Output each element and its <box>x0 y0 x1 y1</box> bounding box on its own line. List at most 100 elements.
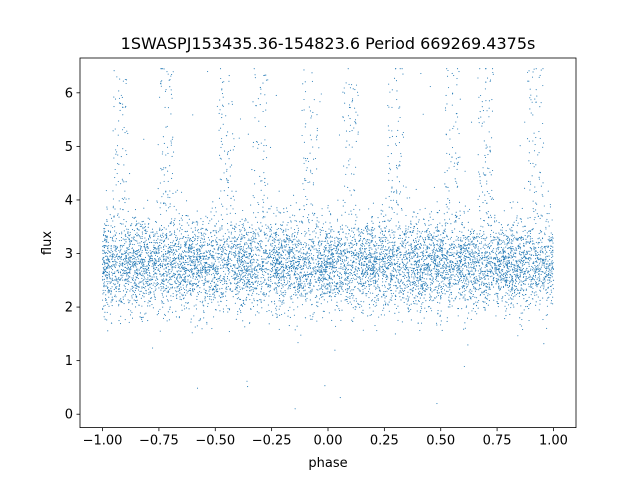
data-point <box>490 256 492 258</box>
data-point <box>518 265 520 267</box>
data-point <box>304 273 306 275</box>
data-point <box>265 237 267 239</box>
data-point <box>271 276 273 278</box>
data-point <box>423 255 425 258</box>
data-point <box>433 235 435 237</box>
data-point <box>247 234 249 236</box>
data-point <box>404 275 406 277</box>
data-point <box>396 90 398 92</box>
data-point <box>285 259 287 261</box>
data-point <box>104 223 106 225</box>
data-point <box>362 312 364 314</box>
data-point <box>248 238 250 240</box>
data-point <box>129 256 131 258</box>
data-point <box>444 293 446 295</box>
data-point <box>182 284 184 286</box>
data-point <box>197 292 199 294</box>
data-point <box>489 79 492 81</box>
data-point <box>199 250 201 252</box>
data-point <box>441 259 443 261</box>
data-point <box>111 300 113 302</box>
data-point <box>250 245 252 247</box>
data-point <box>239 288 241 290</box>
data-point <box>107 265 109 267</box>
data-point <box>369 260 371 262</box>
data-point <box>494 221 496 223</box>
data-point <box>366 255 368 257</box>
data-point <box>336 251 338 253</box>
data-point <box>189 263 191 265</box>
data-point <box>420 235 422 238</box>
data-point <box>533 275 535 277</box>
data-point <box>535 281 537 283</box>
data-point <box>383 234 386 236</box>
data-point <box>428 256 431 258</box>
data-point <box>523 294 525 296</box>
data-point <box>180 255 182 257</box>
data-point <box>285 273 287 275</box>
data-point <box>344 236 347 238</box>
data-point <box>169 276 171 278</box>
data-point <box>302 83 304 85</box>
data-point <box>518 295 520 297</box>
data-point <box>275 274 277 276</box>
data-point <box>148 263 150 265</box>
data-point <box>201 238 203 240</box>
data-point <box>176 287 178 289</box>
data-point <box>321 257 323 259</box>
data-point <box>114 226 116 228</box>
data-point <box>472 294 474 296</box>
data-point <box>232 208 234 210</box>
data-point <box>343 259 345 261</box>
data-point <box>502 241 504 243</box>
data-point <box>222 250 224 252</box>
data-point <box>369 244 371 246</box>
data-point <box>211 236 213 238</box>
data-point <box>232 244 235 246</box>
data-point <box>103 272 105 274</box>
data-point <box>536 267 538 269</box>
data-point <box>232 265 234 267</box>
data-point <box>293 309 295 311</box>
data-point <box>439 285 441 287</box>
data-point <box>488 300 490 302</box>
data-point <box>358 283 360 285</box>
data-point <box>463 247 465 249</box>
data-point <box>468 282 470 284</box>
data-point <box>190 239 193 242</box>
data-point <box>417 240 420 243</box>
data-point <box>433 237 435 239</box>
data-point <box>244 218 247 220</box>
data-point <box>238 263 240 265</box>
data-point <box>116 163 119 165</box>
data-point <box>197 240 199 242</box>
data-point <box>187 261 189 263</box>
data-point <box>173 256 176 258</box>
data-point <box>167 271 169 273</box>
data-point <box>140 261 142 263</box>
data-point <box>222 296 224 298</box>
data-point <box>316 251 318 254</box>
data-point <box>303 257 305 259</box>
data-point <box>256 304 259 306</box>
data-point <box>248 246 250 248</box>
data-point <box>196 250 198 252</box>
data-point <box>505 255 507 257</box>
data-point <box>513 306 515 308</box>
data-point <box>214 297 216 299</box>
data-point <box>142 264 144 267</box>
data-point <box>399 106 401 108</box>
data-point <box>504 280 506 283</box>
data-point <box>542 85 544 87</box>
data-point <box>230 283 232 285</box>
data-point <box>499 243 501 245</box>
data-point <box>503 241 505 243</box>
data-point <box>115 245 117 247</box>
data-point <box>383 275 385 277</box>
data-point <box>163 236 165 238</box>
data-point <box>287 244 289 246</box>
data-point <box>234 288 236 290</box>
data-point <box>250 308 252 310</box>
data-point <box>151 250 153 253</box>
data-point <box>329 266 331 268</box>
